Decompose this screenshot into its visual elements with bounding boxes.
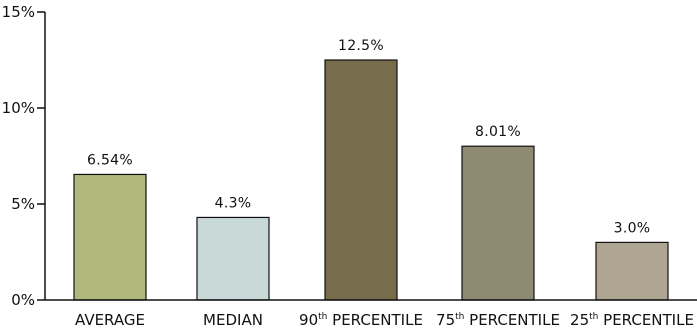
y-tick-label: 0%	[11, 291, 35, 309]
category-label: MEDIAN	[203, 311, 263, 329]
y-tick-label: 15%	[2, 3, 35, 21]
bars	[73, 59, 669, 301]
category-label: 90th PERCENTILE	[299, 311, 423, 329]
value-labels: 6.54% 4.3% 12.5% 8.01% 3.0%	[87, 38, 650, 236]
category-label: 75th PERCENTILE	[436, 311, 560, 329]
y-tick-label: 10%	[2, 99, 35, 117]
category-label: AVERAGE	[75, 311, 145, 329]
bar	[73, 173, 147, 301]
bar-value-label: 4.3%	[215, 195, 252, 211]
bar	[595, 241, 669, 301]
bar-value-label: 3.0%	[614, 220, 651, 236]
y-tick-label: 5%	[11, 195, 35, 213]
bar-value-label: 6.54%	[87, 152, 133, 168]
bar	[324, 59, 398, 301]
bar-value-label: 12.5%	[338, 38, 384, 54]
bar	[461, 145, 535, 301]
x-axis-labels: AVERAGE MEDIAN 90th PERCENTILE 75th PERCENT…	[75, 311, 694, 329]
bar-value-label: 8.01%	[475, 124, 521, 140]
category-label: 25th PERCENTILE	[570, 311, 694, 329]
y-axis: 0% 5% 10% 15%	[2, 3, 46, 309]
bar	[196, 216, 270, 301]
